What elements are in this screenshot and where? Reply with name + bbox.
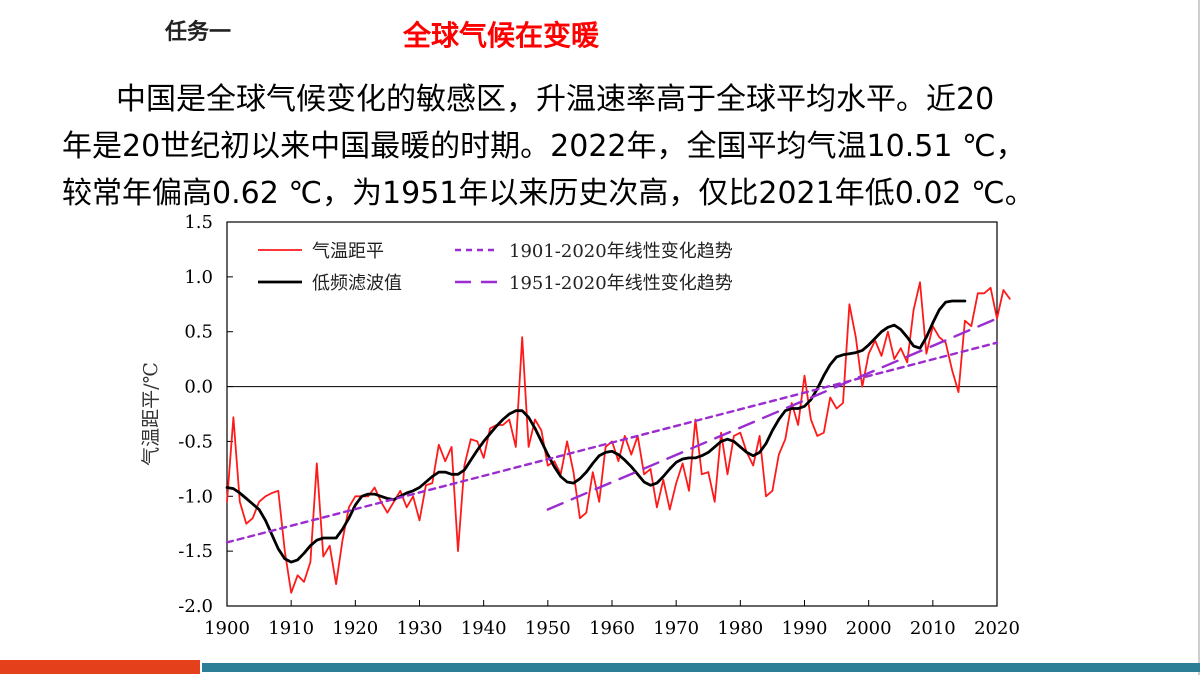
x-tick-label: 1900 <box>204 618 250 639</box>
footer-bar-orange <box>0 660 200 674</box>
y-axis-label: 气温距平/℃ <box>140 362 162 466</box>
intro-paragraph: 中国是全球气候变化的敏感区，升温速率高于全球平均水平。近20 年是20世纪初以来… <box>62 76 1152 217</box>
series-trend-1951-2020 <box>546 317 999 511</box>
y-tick-label: 0.5 <box>184 322 213 343</box>
series-trend-1901-2020 <box>225 341 999 544</box>
legend-trend-1901-2020-label: 1901-2020年线性变化趋势 <box>509 241 733 262</box>
paragraph-line-2: 年是20世纪初以来中国最暖的时期。2022年，全国平均气温10.51 ℃， <box>62 129 1026 164</box>
task-label: 任务一 <box>165 20 232 45</box>
x-tick-label: 2020 <box>974 618 1020 639</box>
y-tick-label: 0.0 <box>184 377 213 398</box>
y-tick-label: 1.0 <box>184 267 213 288</box>
x-tick-label: 1950 <box>525 618 571 639</box>
series-annual-anomaly <box>226 281 1011 594</box>
x-tick-label: 1980 <box>717 618 763 639</box>
x-tick-label: 2010 <box>910 618 956 639</box>
x-tick-label: 1910 <box>268 618 314 639</box>
x-tick-label: 1970 <box>653 618 699 639</box>
y-tick-label: 1.5 <box>184 212 213 233</box>
x-tick-label: 1920 <box>332 618 378 639</box>
y-tick-label: -0.5 <box>178 431 213 452</box>
x-tick-label: 1960 <box>589 618 635 639</box>
legend-trend-1951-2020-label: 1951-2020年线性变化趋势 <box>509 273 733 294</box>
x-tick-label: 1940 <box>461 618 507 639</box>
x-tick-label: 2000 <box>846 618 892 639</box>
y-tick-label: -1.5 <box>178 541 213 562</box>
y-tick-label: -2.0 <box>178 596 213 617</box>
series-smoothed <box>225 299 967 564</box>
footer-bar-teal <box>202 663 1200 672</box>
x-tick-label: 1930 <box>397 618 443 639</box>
temperature-anomaly-chart: -2.0 -1.5 -1.0 -0.5 0.0 0.5 1.0 1.5 1900 1910 1920… <box>130 210 1030 660</box>
legend-annual-anomaly-label: 气温距平 <box>312 241 384 262</box>
y-tick-label: -1.0 <box>178 486 213 507</box>
paragraph-line-1: 中国是全球气候变化的敏感区，升温速率高于全球平均水平。近20 <box>116 82 995 117</box>
page-title: 全球气候在变暖 <box>403 19 600 52</box>
paragraph-line-3: 较常年偏高0.62 ℃，为1951年以来历史次高，仅比2021年低0.02 ℃。 <box>62 176 1035 211</box>
chart-svg: -2.0 -1.5 -1.0 -0.5 0.0 0.5 1.0 1.5 1900 1910 1920… <box>140 212 1020 639</box>
x-tick-label: 1990 <box>782 618 828 639</box>
legend-smoothed-label: 低频滤波值 <box>312 273 402 294</box>
